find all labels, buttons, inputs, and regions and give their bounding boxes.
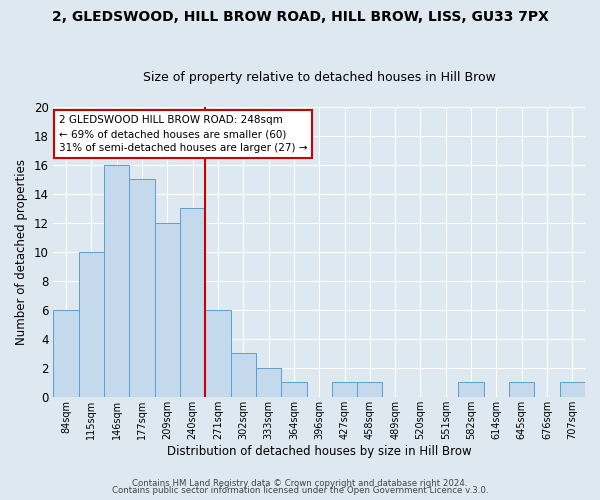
- Text: 2, GLEDSWOOD, HILL BROW ROAD, HILL BROW, LISS, GU33 7PX: 2, GLEDSWOOD, HILL BROW ROAD, HILL BROW,…: [52, 10, 548, 24]
- Text: Contains HM Land Registry data © Crown copyright and database right 2024.: Contains HM Land Registry data © Crown c…: [132, 478, 468, 488]
- Title: Size of property relative to detached houses in Hill Brow: Size of property relative to detached ho…: [143, 72, 496, 85]
- Bar: [180, 208, 205, 397]
- Bar: [458, 382, 484, 397]
- Bar: [332, 382, 357, 397]
- Bar: [155, 222, 180, 397]
- Bar: [53, 310, 79, 397]
- Bar: [357, 382, 382, 397]
- Bar: [560, 382, 585, 397]
- X-axis label: Distribution of detached houses by size in Hill Brow: Distribution of detached houses by size …: [167, 444, 472, 458]
- Y-axis label: Number of detached properties: Number of detached properties: [15, 158, 28, 344]
- Bar: [230, 353, 256, 397]
- Bar: [79, 252, 104, 397]
- Text: Contains public sector information licensed under the Open Government Licence v.: Contains public sector information licen…: [112, 486, 488, 495]
- Bar: [130, 179, 155, 397]
- Bar: [281, 382, 307, 397]
- Bar: [509, 382, 535, 397]
- Text: 2 GLEDSWOOD HILL BROW ROAD: 248sqm
← 69% of detached houses are smaller (60)
31%: 2 GLEDSWOOD HILL BROW ROAD: 248sqm ← 69%…: [59, 115, 307, 153]
- Bar: [104, 164, 130, 397]
- Bar: [256, 368, 281, 397]
- Bar: [205, 310, 230, 397]
